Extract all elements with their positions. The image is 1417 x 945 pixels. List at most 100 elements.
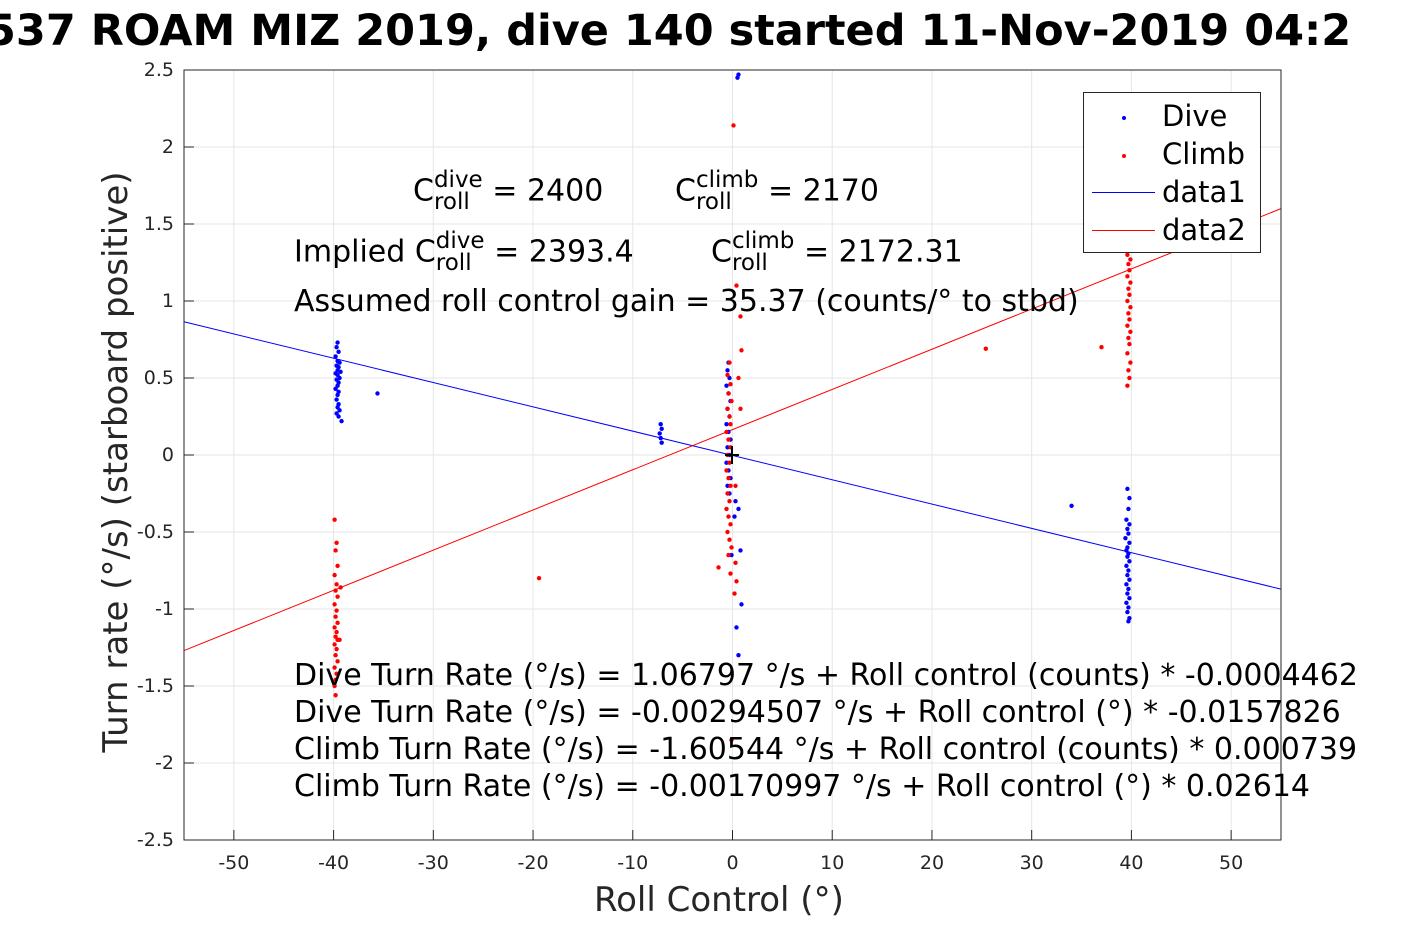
climb-point [736, 375, 741, 381]
climb-point [732, 591, 737, 596]
climb-point [726, 475, 731, 481]
climb-point [725, 529, 730, 535]
x-tick-label: -30 [418, 852, 449, 874]
dive-point [658, 435, 663, 441]
dive-point [1127, 522, 1132, 527]
dive-point [333, 386, 338, 391]
dive-point [1125, 526, 1130, 532]
fit-annotation-2: Dive Turn Rate (°/s) = -0.00294507 °/s +… [294, 695, 1341, 730]
dive-point [337, 408, 342, 413]
climb-point [727, 499, 732, 504]
y-tick-label: -1.5 [137, 675, 174, 697]
legend-item-dive: Dive [1084, 97, 1260, 135]
climb-point [1125, 252, 1130, 257]
climb-point [338, 585, 343, 590]
y-tick-labels: -2.5 -2 -1.5 -1 -0.5 0 0.5 1 1.5 2 2.5 [137, 59, 174, 851]
dive-point [1127, 559, 1132, 564]
y-tick-label: 1 [162, 290, 174, 312]
climb-point [333, 588, 338, 593]
legend-item-data1: data1 [1084, 173, 1260, 211]
climb-point [334, 608, 339, 613]
dive-point [1127, 596, 1132, 601]
climb-point [734, 579, 739, 584]
climb-point [1128, 360, 1133, 365]
climb-point [1126, 335, 1131, 341]
dive-point [1125, 486, 1130, 492]
climb-point [332, 517, 337, 522]
dive-point [338, 369, 343, 375]
climb-marker-icon [1122, 154, 1126, 158]
dive-point [736, 506, 741, 512]
dive-point [333, 354, 338, 359]
dive-point [659, 426, 664, 432]
legend-item-climb: Climb [1084, 135, 1260, 173]
climb-point [731, 123, 736, 128]
legend-label-data2: data2 [1162, 213, 1246, 247]
dive-point [337, 360, 342, 365]
dive-point [733, 499, 738, 504]
climb-point [726, 437, 731, 442]
x-tick-label: -50 [218, 852, 249, 874]
climb-point [729, 398, 734, 404]
origin-crosshair [725, 446, 739, 464]
climb-point [334, 582, 339, 587]
dive-point [724, 383, 729, 388]
dive-point [1124, 582, 1129, 587]
climb-point [333, 693, 338, 698]
c-dive-sup: dive [433, 167, 483, 193]
climb-point [724, 468, 729, 473]
c-climb-value: = 2170 [767, 173, 879, 209]
climb-point [738, 314, 743, 319]
dive-point [335, 340, 340, 345]
implied-dive-sup: dive [435, 228, 485, 254]
y-tick-label: 2.5 [144, 59, 174, 81]
dive-point [1124, 563, 1129, 569]
implied-dive-sub: roll [435, 249, 472, 276]
dive-point [1069, 503, 1074, 509]
climb-point [738, 406, 743, 411]
climb-point [1099, 345, 1104, 350]
c-symbol: C [711, 234, 732, 270]
climb-point [335, 563, 340, 569]
dive-point [375, 391, 380, 396]
c-symbol: C [413, 173, 434, 209]
dive-point [335, 392, 340, 398]
climb-point [1128, 257, 1133, 262]
fit-annotation-4: Climb Turn Rate (°/s) = -0.00170997 °/s … [294, 769, 1310, 804]
climb-point [337, 637, 342, 642]
climb-point [1125, 298, 1130, 304]
gain-annotation: Assumed roll control gain = 35.37 (count… [294, 284, 1079, 319]
x-axis-label: Roll Control (°) [594, 880, 844, 920]
legend-label-data1: data1 [1162, 175, 1246, 209]
dive-point [736, 653, 741, 658]
dive-point [1125, 554, 1130, 559]
climb-point [332, 602, 337, 607]
dive-point [1126, 605, 1131, 610]
y-tick-label: 2 [162, 136, 174, 158]
chart-title: 537 ROAM MIZ 2019, dive 140 started 11-N… [0, 6, 1352, 56]
climb-point [728, 483, 733, 488]
x-tick-label: 40 [1119, 852, 1143, 874]
dive-point [1125, 609, 1130, 615]
climb-point [724, 506, 729, 512]
dive-point [336, 349, 341, 355]
dive-point [739, 602, 744, 607]
dive-point [1127, 495, 1132, 501]
x-tick-label: -10 [617, 852, 648, 874]
climb-point [333, 614, 338, 619]
y-tick-label: -2 [155, 752, 174, 774]
dive-point [658, 422, 663, 427]
climb-point [334, 540, 339, 545]
climb-point [726, 552, 731, 558]
implied-climb-sup: climb [731, 228, 795, 254]
dive-point [1126, 619, 1131, 624]
implied-prefix: Implied C [294, 234, 436, 270]
climb-point [1125, 274, 1130, 279]
climb-point [734, 283, 739, 288]
climb-point [332, 683, 337, 689]
c-climb-sup: climb [695, 167, 759, 193]
scatter-points [332, 72, 1133, 743]
y-tick-label: -1 [155, 598, 174, 620]
